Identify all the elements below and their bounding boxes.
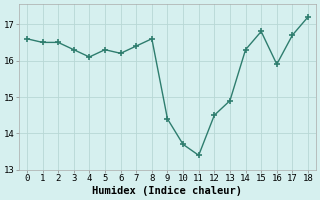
X-axis label: Humidex (Indice chaleur): Humidex (Indice chaleur) — [92, 186, 243, 196]
